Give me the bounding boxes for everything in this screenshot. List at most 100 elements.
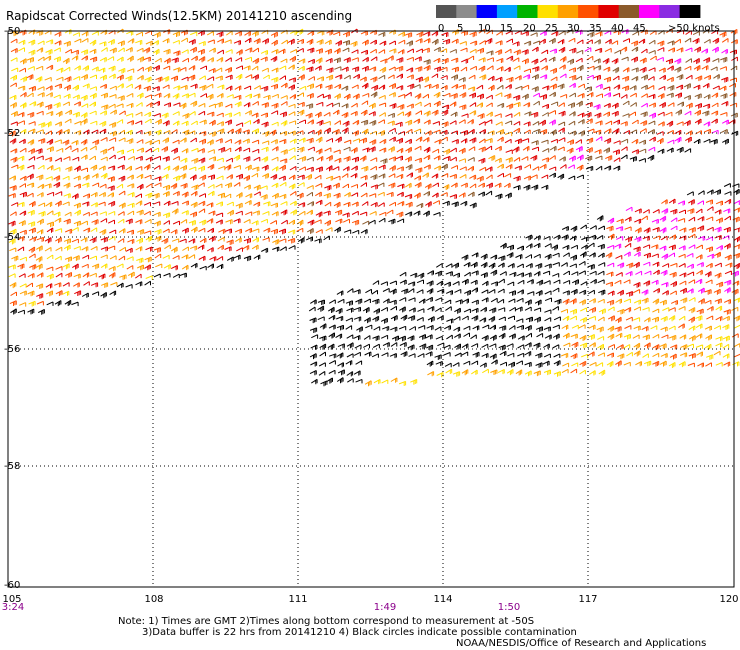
wind-barb: [81, 292, 89, 298]
wind-barb: [495, 121, 503, 126]
wind-barb: [516, 263, 524, 268]
wind-barb: [643, 261, 651, 267]
wind-barb: [607, 244, 615, 250]
wind-barb: [524, 299, 532, 306]
wind-barb: [603, 111, 610, 117]
wind-barb: [309, 317, 317, 324]
wind-barb: [332, 128, 340, 135]
wind-barb: [471, 307, 479, 313]
wind-barb: [495, 193, 503, 200]
wind-barb: [549, 155, 556, 160]
wind-barb: [324, 219, 331, 226]
wind-barb: [181, 49, 189, 54]
wind-barb: [415, 48, 423, 53]
wind-barb: [692, 37, 700, 44]
wind-barb: [379, 138, 387, 145]
wind-barb: [207, 39, 215, 44]
wind-barb: [117, 211, 125, 216]
wind-barb: [488, 288, 496, 294]
wind-barb: [144, 130, 152, 136]
wind-barb: [524, 111, 532, 117]
wind-barb: [714, 209, 722, 215]
wind-barb: [469, 137, 477, 144]
wind-barb: [371, 289, 378, 295]
wind-barb: [82, 193, 90, 199]
wind-barb: [577, 93, 585, 99]
wind-barb: [686, 263, 694, 269]
wind-barb: [705, 246, 713, 252]
wind-barb: [360, 182, 367, 187]
wind-barb: [73, 245, 81, 251]
wind-barb: [388, 156, 396, 162]
wind-barb: [615, 226, 624, 232]
wind-barb: [665, 111, 673, 117]
wind-barb: [559, 156, 566, 162]
wind-barb: [270, 31, 278, 38]
wind-barb: [461, 369, 469, 376]
wind-barb: [485, 166, 493, 172]
wind-barb: [405, 91, 412, 97]
wind-barb: [434, 326, 442, 331]
wind-barb: [109, 94, 117, 99]
wind-barb: [697, 200, 704, 205]
wind-barb: [471, 360, 479, 365]
wind-barb: [515, 254, 523, 260]
wind-barb: [245, 74, 253, 79]
wind-barb: [243, 65, 251, 71]
wind-barb: [622, 100, 630, 106]
wind-barb: [191, 147, 199, 153]
wind-barb: [679, 287, 687, 294]
wind-barb: [136, 47, 144, 53]
wind-barb: [244, 199, 252, 206]
wind-barb: [191, 184, 199, 191]
wind-barb: [332, 102, 340, 107]
wind-barb: [244, 31, 251, 37]
wind-barb: [378, 74, 386, 80]
wind-barb: [90, 191, 98, 198]
wind-barb: [481, 280, 489, 286]
wind-barb: [28, 253, 36, 259]
wind-barb: [370, 56, 378, 62]
wind-barb: [505, 163, 513, 170]
wind-barb: [91, 129, 99, 134]
wind-barb: [36, 293, 44, 299]
wind-barb: [517, 352, 525, 358]
wind-barb: [476, 93, 484, 100]
wind-barb: [279, 65, 287, 70]
wind-barb: [617, 289, 624, 296]
wind-barb: [731, 288, 739, 295]
wind-barb: [80, 94, 88, 101]
wind-barb: [607, 325, 615, 332]
wind-barb: [507, 263, 515, 269]
wind-barb: [416, 31, 424, 38]
wind-barb: [99, 120, 107, 127]
wind-barb: [260, 218, 268, 224]
wind-barb: [373, 378, 381, 385]
wind-barb: [650, 55, 657, 61]
wind-barb: [181, 37, 188, 43]
wind-barb: [423, 110, 431, 117]
wind-barb: [415, 110, 422, 115]
wind-barb: [38, 202, 46, 207]
wind-barb: [479, 128, 486, 135]
wind-barb: [360, 228, 368, 235]
wind-barb: [703, 38, 711, 44]
wind-barb: [225, 85, 233, 91]
wind-barb: [197, 182, 205, 187]
wind-barb: [405, 211, 413, 217]
wind-barb: [118, 137, 126, 142]
wind-barb: [702, 103, 711, 109]
wind-barb: [324, 147, 332, 152]
wind-barb: [724, 279, 732, 286]
wind-barb: [490, 269, 498, 276]
wind-barb: [733, 188, 740, 195]
wind-barb: [724, 287, 731, 294]
wind-barb: [154, 228, 162, 235]
wind-barb: [701, 48, 708, 54]
wind-barb: [416, 316, 424, 322]
wind-barb: [569, 308, 577, 315]
wind-barb: [638, 38, 646, 44]
wind-barb: [731, 306, 739, 312]
wind-barb: [350, 183, 358, 189]
time-label-end: 1:50: [497, 602, 521, 613]
